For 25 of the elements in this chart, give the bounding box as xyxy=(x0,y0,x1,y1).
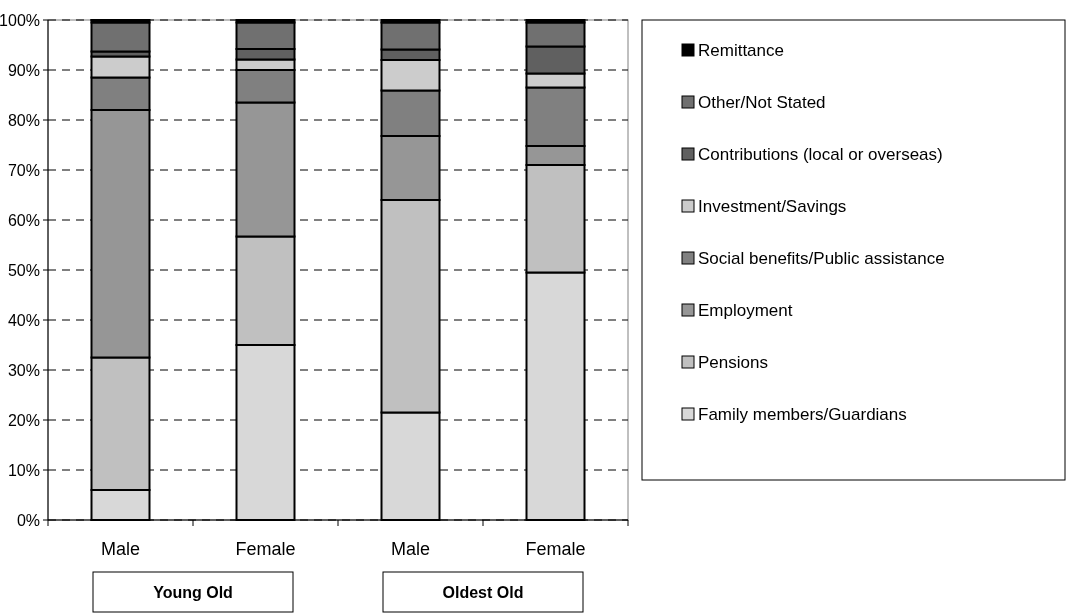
y-tick-label: 50% xyxy=(7,261,40,279)
x-tick-label: Female xyxy=(525,539,586,559)
x-tick-label: Male xyxy=(390,539,431,559)
legend-label: Social benefits/Public assistance xyxy=(698,248,945,268)
legend-label: Contributions (local or overseas) xyxy=(698,144,943,164)
text: Oldest Old xyxy=(442,583,524,601)
x-tick-label: Male xyxy=(100,539,141,559)
text: Young Old xyxy=(153,583,233,601)
y-tick-label: 10% xyxy=(7,461,40,479)
y-tick-label: 90% xyxy=(7,61,40,79)
legend-label: Other/Not Stated xyxy=(698,92,826,112)
y-tick-label: 100% xyxy=(0,11,40,29)
legend-label: Remittance xyxy=(698,40,784,60)
y-tick-label: 30% xyxy=(7,361,40,379)
y-tick-label: 60% xyxy=(7,211,40,229)
legend-label: Investment/Savings xyxy=(698,196,847,216)
y-tick-label: 40% xyxy=(7,311,40,329)
y-tick-label: 20% xyxy=(7,411,40,429)
y-tick-label: 0% xyxy=(16,511,40,529)
y-tick-label: 70% xyxy=(7,161,40,179)
legend-label: Pensions xyxy=(698,352,768,372)
y-tick-label: 80% xyxy=(7,111,40,129)
x-tick-label: Female xyxy=(235,539,296,559)
legend-label: Employment xyxy=(698,300,793,320)
legend-label: Family members/Guardians xyxy=(698,404,907,424)
